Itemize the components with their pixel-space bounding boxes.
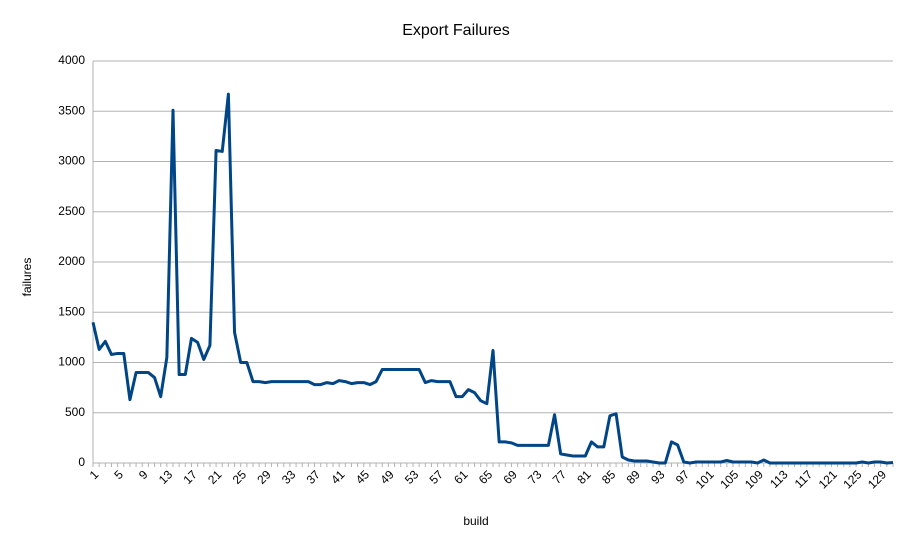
x-tick-label: 101 (693, 467, 717, 491)
x-tick-label: 29 (254, 467, 274, 487)
x-tick-label: 45 (353, 467, 373, 487)
chart-title: Export Failures (402, 22, 510, 39)
y-tick-label: 500 (65, 405, 85, 419)
x-tick-label: 57 (427, 467, 447, 487)
y-tick-label: 1000 (58, 355, 85, 369)
x-tick-label: 81 (574, 467, 594, 487)
x-tick-label: 85 (599, 467, 619, 487)
x-tick-label: 109 (742, 467, 766, 491)
x-tick-label: 61 (451, 467, 471, 487)
x-tick-label: 49 (377, 467, 397, 487)
x-tick-label: 73 (525, 467, 545, 487)
x-tick-label: 33 (279, 467, 299, 487)
data-line (91, 92, 894, 465)
x-axis-label: build (463, 514, 488, 528)
x-tick-label: 113 (767, 467, 791, 491)
x-tick-label: 13 (156, 467, 176, 487)
y-tick-label: 2500 (58, 204, 85, 218)
y-tick-label: 0 (78, 455, 85, 469)
y-tick-label: 2000 (58, 254, 85, 268)
x-tick-label: 125 (840, 467, 864, 491)
x-tick-label: 9 (136, 467, 151, 482)
y-tick-label: 3500 (58, 103, 85, 117)
y-tick-label: 1500 (58, 304, 85, 318)
y-tick-label: 4000 (58, 53, 85, 67)
x-tick-label: 21 (205, 467, 225, 487)
x-tick-label: 93 (648, 467, 668, 487)
x-tick-label: 121 (816, 467, 840, 491)
x-tick-label: 105 (717, 467, 741, 491)
x-tick-label: 129 (865, 467, 889, 491)
x-tick-label: 97 (673, 467, 693, 487)
x-tick-label: 5 (111, 467, 126, 482)
y-tick-label: 3000 (58, 154, 85, 168)
x-tick-label: 65 (476, 467, 496, 487)
x-tick-label: 117 (792, 467, 816, 491)
x-tick-label: 69 (500, 467, 520, 487)
x-tick-label: 25 (230, 467, 250, 487)
x-tick-label: 77 (550, 467, 570, 487)
x-tick-label: 89 (624, 467, 644, 487)
x-tick-label: 17 (180, 467, 200, 487)
x-tick-label: 1 (87, 467, 102, 482)
x-tick-label: 41 (328, 467, 348, 487)
x-tick-label: 53 (402, 467, 422, 487)
y-axis-label: failures (20, 258, 34, 297)
x-tick-label: 37 (304, 467, 324, 487)
